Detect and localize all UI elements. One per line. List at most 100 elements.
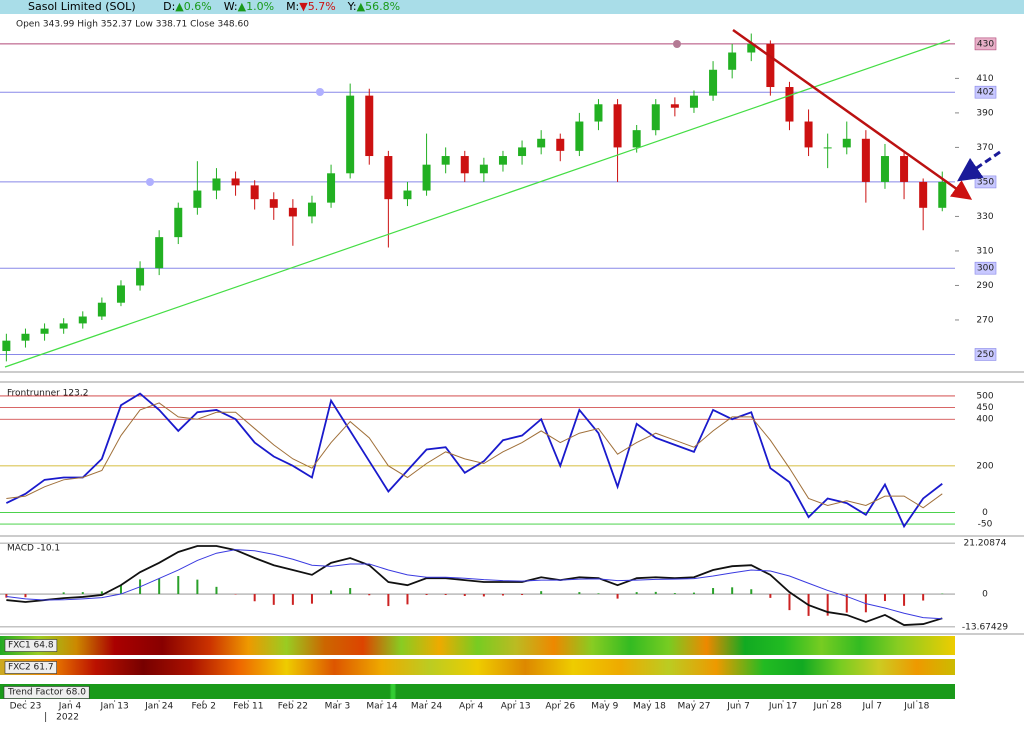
x-tick-label: Mar 14 (366, 702, 398, 712)
histogram-bar (368, 594, 371, 596)
candle-body (823, 147, 832, 149)
panel-title: MACD -10.1 (7, 544, 60, 554)
candle-body (728, 52, 737, 70)
histogram-bar (597, 593, 600, 595)
indicator-label-bg (3, 686, 90, 699)
candle-body (919, 181, 928, 208)
level-dot (673, 40, 681, 48)
x-tick-label: Jan 4 (58, 702, 82, 712)
level-box (974, 85, 997, 99)
indicator-label: FXC2 61.7 (8, 663, 54, 673)
year-label: 2022 (56, 713, 79, 723)
histogram-bar (387, 594, 390, 607)
candle-body (78, 316, 87, 324)
histogram-bar (903, 594, 906, 606)
x-tick-label: Feb 2 (191, 702, 216, 712)
pointer-arrow (957, 150, 1001, 182)
y-tick-label: -50 (978, 520, 993, 530)
x-tick-label: Jan 13 (100, 702, 129, 712)
y-tick-label: 390 (976, 108, 993, 118)
x-tick-label: Jun 28 (812, 702, 842, 712)
candle-body (136, 268, 145, 286)
fxc1-strip (0, 636, 955, 655)
changes: D:▲0.6% W:▲1.0% M:▼5.7% Y:▲56.8% (151, 0, 400, 13)
change-label: D: (163, 0, 176, 13)
level-label: 402 (977, 88, 994, 98)
histogram-bar (215, 586, 218, 595)
x-tick-label: Mar 24 (411, 702, 443, 712)
histogram-bar (482, 594, 485, 597)
trend-strip (0, 684, 955, 699)
histogram-bar (712, 588, 715, 595)
fxc2-strip (0, 659, 955, 675)
level-box (974, 261, 997, 275)
x-tick-label: May 27 (678, 702, 711, 712)
candle-body (479, 164, 488, 174)
series-line (6, 402, 943, 509)
y-tick-label: 500 (976, 391, 993, 401)
change-value: ▲0.6% (175, 0, 212, 13)
series-line (6, 549, 943, 620)
candle-body (441, 156, 450, 165)
histogram-bar (100, 591, 103, 595)
candle-body (288, 207, 297, 217)
histogram-bar (654, 591, 657, 595)
y-tick-label: -13.67429 (962, 622, 1008, 632)
histogram-bar (501, 594, 504, 596)
candle-body (97, 302, 106, 317)
histogram-bar (463, 594, 466, 596)
candle-body (518, 147, 527, 157)
candle-body (193, 190, 202, 208)
candle-body (422, 164, 431, 191)
histogram-bar (291, 594, 294, 605)
histogram-bar (406, 594, 409, 605)
candle-body (537, 138, 546, 148)
candle-body (2, 340, 11, 352)
histogram-bar (81, 592, 84, 595)
change: Y:▲56.8% (348, 0, 400, 13)
histogram-bar (673, 593, 676, 595)
x-tick-label: May 18 (633, 702, 666, 712)
change: D:▲0.6% (163, 0, 212, 13)
change-label: Y: (347, 0, 357, 13)
candle-body (365, 95, 374, 157)
candle-body (938, 181, 947, 208)
histogram-bar (177, 576, 180, 595)
candle-body (575, 121, 584, 151)
histogram-bar (330, 590, 333, 595)
y-tick-label: 200 (976, 461, 993, 471)
x-tick-label: Jul 18 (903, 702, 929, 712)
candle-body (460, 156, 469, 174)
header: Sasol Limited (SOL) D:▲0.6% W:▲1.0% M:▼5.7… (0, 0, 1024, 14)
series-line (6, 545, 943, 626)
y-tick-label: 370 (976, 143, 993, 153)
x-tick-label: Jun 7 (726, 702, 750, 712)
x-tick-label: Mar 3 (325, 702, 351, 712)
candle-body (21, 333, 30, 341)
histogram-bar (635, 592, 638, 595)
panel-title: Frontrunner 123.2 (7, 389, 88, 399)
indicator-label-bg (4, 639, 58, 652)
candle-body (174, 207, 183, 238)
candle-body (861, 138, 870, 182)
change-value: ▲56.8% (356, 0, 401, 13)
candle-body (269, 199, 278, 208)
histogram-bar (62, 592, 65, 595)
candle-body (651, 104, 660, 131)
change-label: W: (223, 0, 238, 13)
candle-body (785, 87, 794, 122)
level-label: 350 (977, 177, 994, 187)
x-tick-label: Feb 11 (233, 702, 263, 712)
candle-body (116, 285, 125, 303)
level-label: 250 (977, 350, 994, 360)
histogram-bar (883, 594, 886, 602)
candle-body (307, 202, 316, 217)
indicator-label-bg (4, 661, 57, 674)
candle-body (594, 104, 603, 122)
candle-body (498, 156, 507, 165)
x-tick-label: Jan 24 (144, 702, 173, 712)
candle-body (384, 156, 393, 200)
candle-body (804, 121, 813, 148)
indicator-label: Trend Factor 68.0 (7, 688, 86, 698)
